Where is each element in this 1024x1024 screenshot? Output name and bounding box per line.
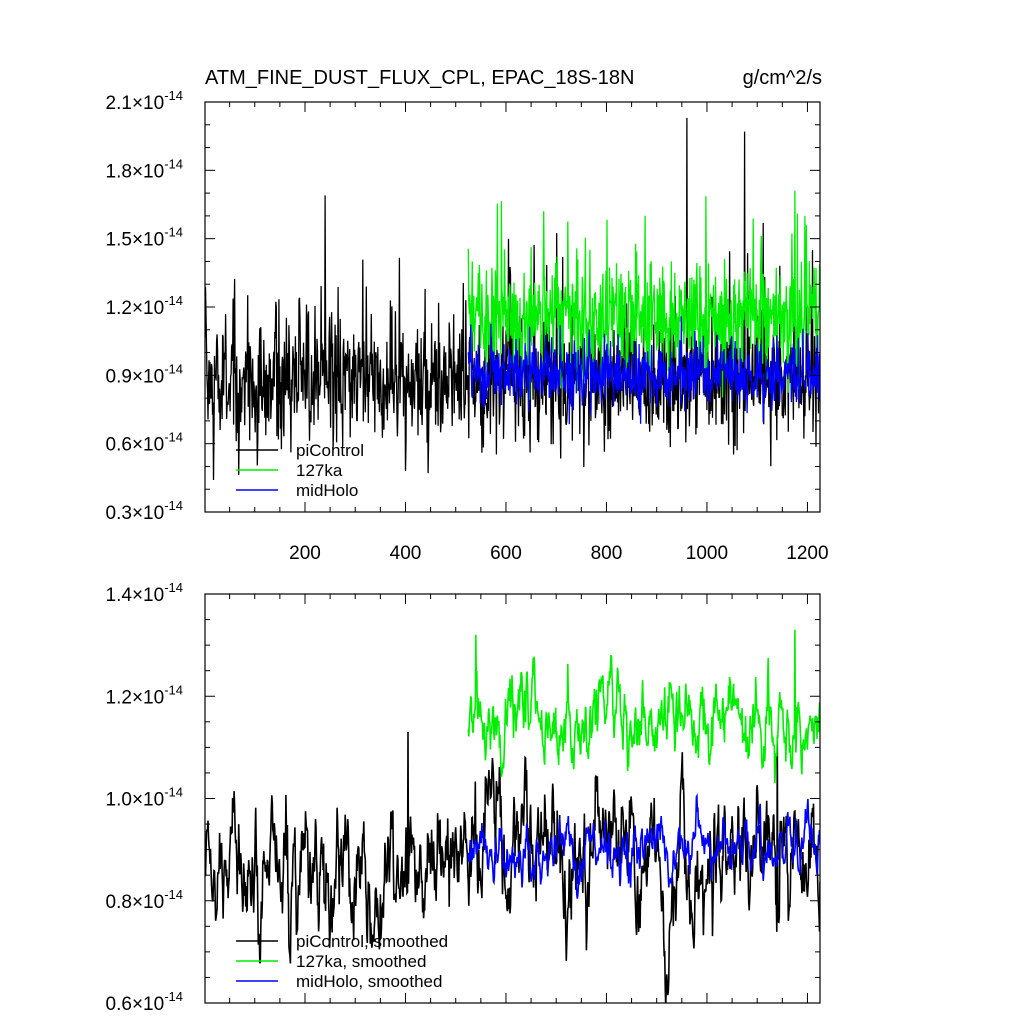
- y-tick-label: 1.2×10-14: [106, 682, 183, 708]
- bottom-axes: 0.6×10-14 0.8×10-14 1.0×10-14 1.2×10-14 1.4×…: [106, 580, 821, 1015]
- y-tick-label: 1.4×10-14: [106, 580, 183, 606]
- x-tick-label: 200: [289, 543, 321, 564]
- series-line-127ka: [467, 190, 820, 400]
- x-tick-label: 600: [490, 543, 522, 564]
- legend-label: midHolo, smoothed: [296, 972, 442, 991]
- legend-label: 127ka: [296, 461, 343, 480]
- top-series-layer: [205, 117, 820, 481]
- bottom-series-layer: [205, 629, 820, 1003]
- y-tick-label: 0.8×10-14: [106, 887, 183, 913]
- top-panel: ATM_FINE_DUST_FLUX_CPL, EPAC_18S-18N g/c…: [106, 67, 829, 564]
- series-line-midholo-smoothed: [467, 792, 820, 899]
- series-line-127ka-smoothed: [467, 629, 820, 784]
- series-line-midholo: [467, 316, 820, 425]
- legend-label: piControl: [296, 441, 364, 460]
- top-axes: 200 400 600 800 1000 1200 0.3×10-14 0.6×10-14 0.…: [106, 88, 829, 564]
- legend-label: 127ka, smoothed: [296, 952, 426, 971]
- chart-title: ATM_FINE_DUST_FLUX_CPL, EPAC_18S-18N: [205, 67, 634, 89]
- y-tick-label: 0.9×10-14: [106, 361, 183, 387]
- y-tick-label: 0.6×10-14: [106, 989, 183, 1015]
- y-tick-label: 1.0×10-14: [106, 785, 183, 811]
- x-tick-label: 800: [591, 543, 623, 564]
- y-tick-label: 1.5×10-14: [106, 225, 183, 251]
- y-tick-label: 1.2×10-14: [106, 293, 183, 319]
- y-tick-label: 1.8×10-14: [106, 156, 183, 182]
- legend-label: piControl, smoothed: [296, 932, 448, 951]
- y-tick-label: 0.3×10-14: [106, 498, 183, 524]
- units-label: g/cm^2/s: [743, 67, 822, 89]
- y-tick-label: 0.6×10-14: [106, 430, 183, 456]
- x-tick-label: 400: [390, 543, 422, 564]
- x-tick-label: 1200: [786, 543, 828, 564]
- x-tick-label: 1000: [686, 543, 728, 564]
- legend-label: midHolo: [296, 481, 358, 500]
- y-tick-label: 2.1×10-14: [106, 88, 183, 114]
